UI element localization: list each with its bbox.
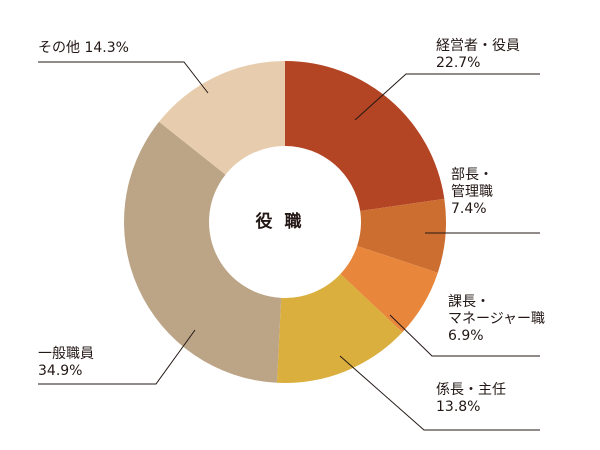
leader-chief [339,355,540,431]
label-general-staff: 一般職員 34.9% [38,346,94,379]
center-label: 役 職 [255,212,305,232]
leader-general-staff [38,329,196,385]
leader-section-manager [389,314,540,357]
label-other: その他 14.3% [38,40,129,56]
label-chief: 係長・主任 13.8% [436,382,506,415]
slice-other [159,61,285,175]
label-section-manager: 課長・ マネージャー職 6.9% [448,294,546,344]
leader-other [38,61,209,94]
label-department-manager: 部長・ 管理職 7.4% [451,167,493,217]
slice-executives [285,61,445,212]
label-executives: 経営者・役員 22.7% [436,38,520,71]
leader-executives [354,73,540,121]
slice-general-staff [123,121,282,383]
slice-chief [276,274,403,384]
slice-section-manager [340,245,438,333]
slice-department-manager [357,198,446,273]
